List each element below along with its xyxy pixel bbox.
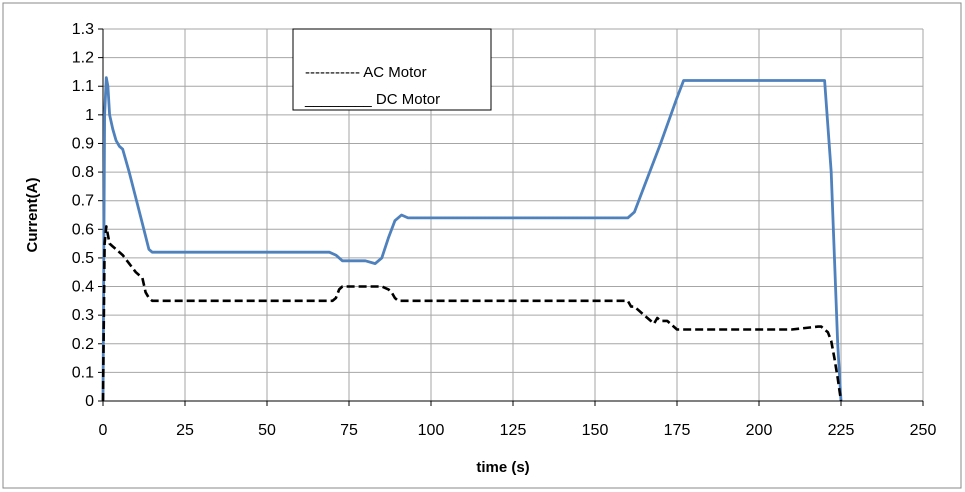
x-tick-label-2: 50 [258,422,276,439]
y-axis-title: Current(A) [24,178,41,253]
legend-box [292,28,492,111]
y-tick-label-10: 1 [85,107,94,124]
y-tick-label-3: 0.3 [72,307,94,324]
legend-entry-dc-motor: ________ DC Motor [304,91,440,108]
y-tick-label-5: 0.5 [72,250,94,267]
x-tick-label-3: 75 [340,422,358,439]
y-tick-label-2: 0.2 [72,336,94,353]
x-tick-label-5: 125 [500,422,527,439]
x-axis-title: time (s) [476,459,529,476]
y-tick-label-0: 0 [85,393,94,410]
x-tick-label-1: 25 [176,422,194,439]
y-tick-label-6: 0.6 [72,221,94,238]
x-tick-label-6: 150 [582,422,609,439]
y-tick-label-1: 0.1 [72,364,94,381]
y-tick-label-12: 1.2 [72,50,94,67]
x-tick-label-4: 100 [418,422,445,439]
x-tick-label-8: 200 [746,422,773,439]
x-tick-label-0: 0 [99,422,108,439]
legend-entry-ac-motor: ----------- AC Motor [305,64,427,81]
y-tick-label-8: 0.8 [72,164,94,181]
series-line-dc-motor [101,76,843,402]
series-line-ac-motor [101,225,843,402]
y-tick-label-11: 1.1 [72,78,94,95]
y-tick-label-13: 1.3 [72,21,94,38]
y-tick-label-9: 0.9 [72,135,94,152]
x-tick-label-10: 250 [910,422,937,439]
x-tick-label-9: 225 [828,422,855,439]
y-tick-label-7: 0.7 [72,193,94,210]
x-tick-label-7: 175 [664,422,691,439]
y-tick-label-4: 0.4 [72,279,94,296]
